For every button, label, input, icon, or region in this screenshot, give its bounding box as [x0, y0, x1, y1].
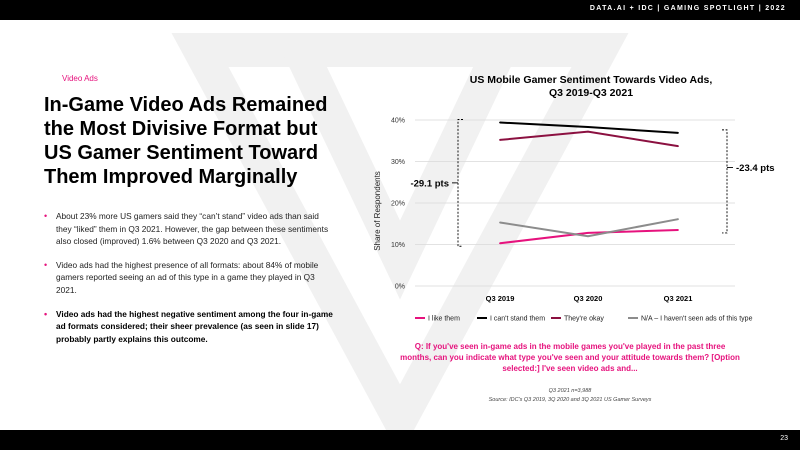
y-tick-label: 10% [391, 242, 405, 249]
data-point [677, 131, 679, 134]
data-point [499, 242, 501, 245]
bullet-item: • About 23% more US gamers said they “can… [44, 210, 334, 248]
line-chart: 0% 10% 20% 30% 40% Q3 2019 Q3 2020 Q3 2021 -29.… [373, 118, 775, 323]
data-point [587, 235, 589, 238]
y-tick-label: 20% [391, 201, 405, 208]
bullet-item: • Video ads had the highest negative sent… [44, 308, 334, 346]
legend-label: I like them [428, 316, 460, 323]
data-point [587, 130, 589, 133]
brand-header: DATA.AI + IDC | GAMING SPOTLIGHT | 2022 [589, 5, 786, 12]
bullet-text: Video ads had the highest presence of al… [56, 259, 319, 295]
data-point [499, 139, 501, 141]
annotation-bracket [457, 119, 463, 247]
data-point [677, 218, 679, 221]
x-tick-label: Q3 2021 [664, 294, 693, 303]
series-line [499, 130, 679, 148]
bullet-dot-icon: • [44, 308, 48, 319]
data-point [587, 126, 589, 128]
data-point [499, 221, 501, 224]
legend-label: I can't stand them [490, 316, 545, 323]
y-tick-label: 40% [391, 118, 405, 125]
x-tick-label: Q3 2019 [486, 294, 515, 303]
page-number: 23 [780, 435, 788, 442]
bullet-dot-icon: • [44, 259, 48, 270]
bottom-bar: 23 [0, 430, 800, 450]
bullet-dot-icon: • [44, 211, 48, 221]
annotation-label: -23.4 pts [736, 163, 775, 174]
y-tick-label: 0% [395, 284, 405, 291]
y-tick-label: 30% [391, 159, 405, 166]
annotation-label: -29.1 pts [410, 178, 449, 189]
annotation-bracket [722, 129, 728, 234]
data-point [587, 231, 589, 234]
sample-note: Q3 2021 n=3,988 [548, 388, 592, 394]
bullet-text: Video ads had the highest negative senti… [56, 308, 333, 344]
y-axis-label: Share of Respondents [373, 171, 382, 251]
data-point [499, 121, 501, 124]
data-point [677, 229, 679, 231]
bullet-list: • About 23% more US gamers said they “can… [44, 210, 334, 356]
data-point [677, 145, 679, 148]
chart-title-line: US Mobile Gamer Sentiment Towards Video … [469, 74, 713, 86]
legend-label: They're okay [564, 316, 604, 323]
bullet-item: • Video ads had the highest presence of a… [44, 259, 334, 297]
top-bar: DATA.AI + IDC | GAMING SPOTLIGHT | 2022 [0, 0, 800, 20]
chart-title-line: Q3 2019-Q3 2021 [548, 87, 634, 99]
survey-question: Q: If you've seen in-game ads in the mob… [400, 342, 740, 373]
chart-title: US Mobile Gamer Sentiment Towards Video … [438, 74, 744, 100]
bullet-text: About 23% more US gamers said they “can’… [56, 211, 329, 247]
section-label: Video Ads [62, 74, 98, 83]
source-note: Source: IDC's Q3 2019, 3Q 2020 and 3Q 20… [488, 397, 652, 403]
legend-label: N/A – I haven't seen ads of this type [641, 316, 753, 323]
page-title: In-Game Video Ads Remained the Most Divi… [44, 94, 328, 188]
x-tick-label: Q3 2020 [574, 294, 603, 303]
